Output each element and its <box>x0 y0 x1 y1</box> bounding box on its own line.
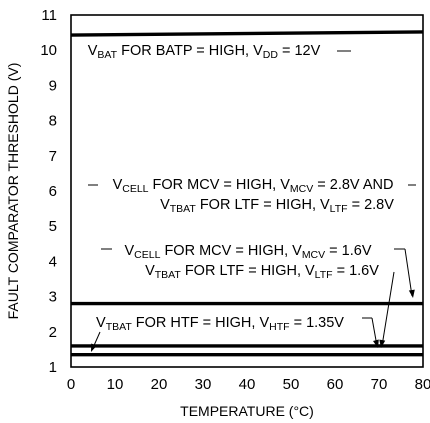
arrow-head <box>379 339 386 348</box>
annotation-bg <box>112 238 394 280</box>
x-tick-label: 70 <box>371 376 388 393</box>
tick-labels: 0 10 20 30 40 50 60 70 80 1 2 3 4 5 6 7 8 9 10 11 <box>40 7 430 393</box>
y-tick-label: 8 <box>49 113 57 130</box>
y-tick-label: 7 <box>49 148 57 165</box>
arrow-head <box>373 339 379 348</box>
annotation-bg <box>75 41 337 61</box>
y-tick-label: 2 <box>49 324 57 341</box>
x-tick-label: 60 <box>327 376 344 393</box>
annotation-text: VTBAT FOR LTF = HIGH, VLTF = 1.6V <box>145 263 379 281</box>
annotation-text: VTBAT FOR HTF = HIGH, VHTF = 1.35V <box>96 315 344 333</box>
plot-border <box>70 14 424 368</box>
annotation-text: VCELL FOR MCV = HIGH, VMCV = 1.6V <box>124 243 371 261</box>
annotation-bg <box>80 313 362 333</box>
annotation-bg <box>98 172 410 214</box>
plot-frame <box>70 14 424 368</box>
annotation-text: VCELL FOR MCV = HIGH, VMCV = 2.8V AND <box>113 177 394 195</box>
y-tick-label: 11 <box>41 7 57 24</box>
x-tick-label: 0 <box>67 376 75 393</box>
annotation-text: VBAT FOR BATP = HIGH, VDD = 12V <box>88 43 321 61</box>
x-tick-label: 10 <box>107 376 124 393</box>
x-tick-label: 50 <box>283 376 300 393</box>
leader-lines <box>88 50 416 352</box>
y-tick-label: 9 <box>49 77 57 94</box>
arrow-head <box>408 289 415 298</box>
y-tick-label: 10 <box>40 42 57 59</box>
y-tick-label: 1 <box>49 359 57 376</box>
x-tick-label: 20 <box>151 376 168 393</box>
y-tick-label: 4 <box>49 253 57 270</box>
leader-line <box>404 248 413 297</box>
y-axis-title: FAULT COMPARATOR THRESHOLD (V) <box>5 63 21 320</box>
arrow-head <box>91 343 97 352</box>
annotation-text: VTBAT FOR LTF = HIGH, VLTF = 2.8V <box>160 197 394 215</box>
y-tick-label: 5 <box>49 218 57 235</box>
x-axis-title: TEMPERATURE (°C) <box>180 403 314 419</box>
x-tick-label: 30 <box>195 376 212 393</box>
x-tick-label: 40 <box>239 376 256 393</box>
annotations: VBAT FOR BATP = HIGH, VDD = 12V VCELL FOR… <box>75 41 416 352</box>
series-line <box>70 30 424 37</box>
annotation: VCELL FOR MCV = HIGH, VMCV = 2.8V AND VTB… <box>98 172 410 215</box>
y-tick-label: 3 <box>49 289 57 306</box>
series-layer <box>70 30 424 357</box>
x-tick-label: 80 <box>415 376 430 393</box>
annotation: VCELL FOR MCV = HIGH, VMCV = 1.6V VTBAT F… <box>112 238 394 281</box>
annotation: VBAT FOR BATP = HIGH, VDD = 12V <box>75 41 337 61</box>
y-tick-label: 6 <box>49 183 57 200</box>
annotation: VTBAT FOR HTF = HIGH, VHTF = 1.35V <box>80 313 362 333</box>
leader-line <box>381 271 395 347</box>
